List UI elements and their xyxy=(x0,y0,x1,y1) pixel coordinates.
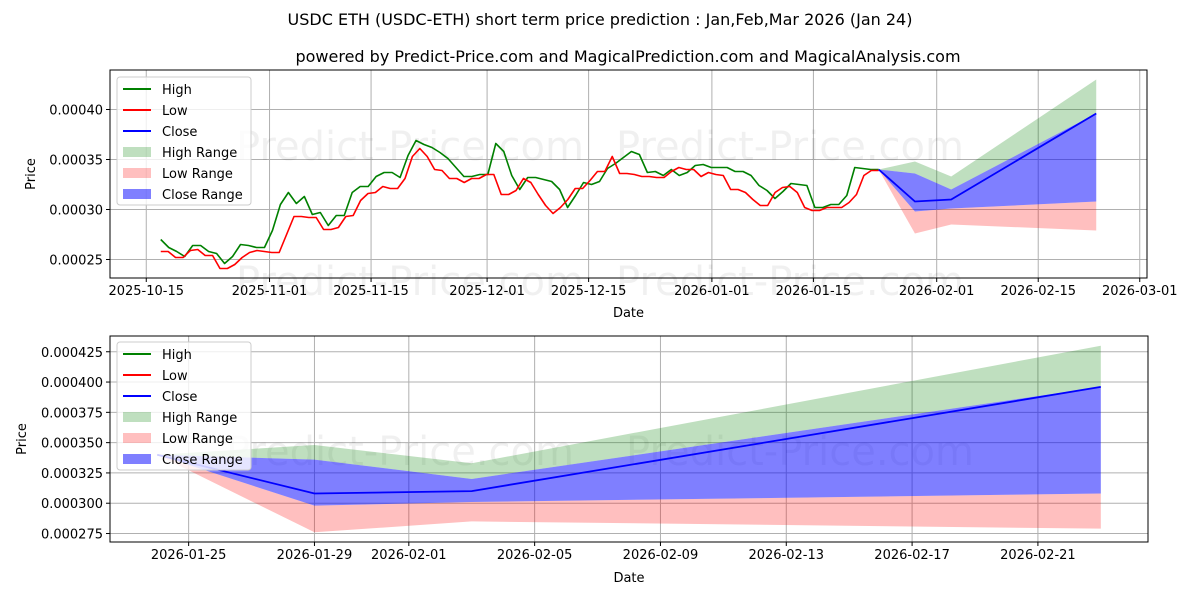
low-line xyxy=(160,147,879,270)
x-tick-label: 2026-02-01 xyxy=(371,548,447,563)
y-tick-label: 0.000300 xyxy=(41,497,103,512)
legend-label-low-range: Low Range xyxy=(162,167,233,182)
watermark: Predict-Price.com xyxy=(236,259,584,305)
close-range-band xyxy=(157,386,1101,506)
x-tick-label: 2026-02-05 xyxy=(497,548,573,563)
y-tick-label: 0.000425 xyxy=(41,346,103,361)
y-tick-label: 0.000400 xyxy=(41,376,103,391)
bottom-chart: 2026-01-25 2026-01-29 2026-02-01 2026-02-05… xyxy=(15,335,1149,586)
legend-label-high-range: High Range xyxy=(162,146,237,161)
close-range-band xyxy=(878,113,1097,212)
legend-swatch-low-range xyxy=(123,433,151,443)
legend-label-high: High xyxy=(162,348,192,363)
x-tick-label: 2026-02-21 xyxy=(1000,548,1076,563)
x-tick-label: 2025-11-15 xyxy=(333,284,409,299)
watermark: Predict-Price.com xyxy=(616,124,964,170)
plot-frame xyxy=(109,69,1148,279)
x-axis-label: Date xyxy=(613,306,644,321)
x-tick-label: 2026-02-17 xyxy=(874,548,950,563)
plot-frame xyxy=(109,335,1149,543)
legend-swatch-low-range xyxy=(123,168,151,178)
legend-label-close: Close xyxy=(162,125,197,140)
watermark: Predict-Price.com xyxy=(616,259,964,305)
legend: High Low Close High Range Low Range Close Ran… xyxy=(116,76,252,206)
high-line xyxy=(160,139,879,265)
x-tick-label: 2025-12-01 xyxy=(449,284,525,299)
high-range-band xyxy=(157,345,1101,479)
x-tick-label: 2026-02-13 xyxy=(748,548,824,563)
x-axis-label: Date xyxy=(613,571,644,586)
x-tick-label: 2026-03-01 xyxy=(1102,284,1178,299)
high-range-band xyxy=(878,79,1097,190)
y-tick-label: 0.00025 xyxy=(49,254,103,269)
y-tick-label: 0.000350 xyxy=(41,437,103,452)
x-tick-label: 2026-01-15 xyxy=(776,284,852,299)
x-tick-label: 2025-10-15 xyxy=(108,284,184,299)
x-tick-label: 2025-12-15 xyxy=(551,284,627,299)
legend-swatch-high-range xyxy=(123,412,151,422)
x-tick-label: 2026-01-01 xyxy=(674,284,750,299)
y-tick-label: 0.00030 xyxy=(49,204,103,219)
y-tick-label: 0.000375 xyxy=(41,406,103,421)
y-tick-label: 0.000275 xyxy=(41,528,103,543)
legend-label-close-range: Close Range xyxy=(162,453,243,468)
x-tick-label: 2026-02-09 xyxy=(623,548,699,563)
legend-label-close: Close xyxy=(162,390,197,405)
chart-title: USDC ETH (USDC-ETH) short term price pre… xyxy=(288,10,913,29)
close-line xyxy=(156,386,1101,495)
legend: High Low Close High Range Low Range Close Ran… xyxy=(116,341,252,471)
legend-label-low-range: Low Range xyxy=(162,432,233,447)
x-tick-label: 2026-02-15 xyxy=(1000,284,1076,299)
y-axis-label: Price xyxy=(15,423,30,455)
plot-area xyxy=(160,79,1097,270)
legend-swatch-high-range xyxy=(123,147,151,157)
y-tick-label: 0.00035 xyxy=(49,154,103,169)
close-line xyxy=(878,112,1097,203)
x-tick-label: 2025-11-01 xyxy=(232,284,308,299)
legend-label-close-range: Close Range xyxy=(162,188,243,203)
legend-label-low: Low xyxy=(162,104,188,119)
low-range-band xyxy=(878,169,1097,234)
top-chart: 2025-10-15 2025-11-01 2025-11-15 2025-12-01… xyxy=(24,69,1178,321)
legend-swatch-close-range xyxy=(123,454,151,464)
plot-area xyxy=(156,345,1101,533)
legend-swatch-close-range xyxy=(123,189,151,199)
x-tick-label: 2026-01-29 xyxy=(277,548,353,563)
y-tick-label: 0.000325 xyxy=(41,467,103,482)
low-range-band xyxy=(157,454,1101,533)
y-tick-label: 0.00040 xyxy=(49,104,103,119)
chart-subtitle: powered by Predict-Price.com and Magical… xyxy=(295,47,960,66)
legend-label-low: Low xyxy=(162,369,188,384)
y-axis-label: Price xyxy=(24,158,39,190)
x-tick-label: 2026-02-01 xyxy=(899,284,975,299)
legend-label-high: High xyxy=(162,83,192,98)
x-tick-label: 2026-01-25 xyxy=(151,548,227,563)
legend-label-high-range: High Range xyxy=(162,411,237,426)
